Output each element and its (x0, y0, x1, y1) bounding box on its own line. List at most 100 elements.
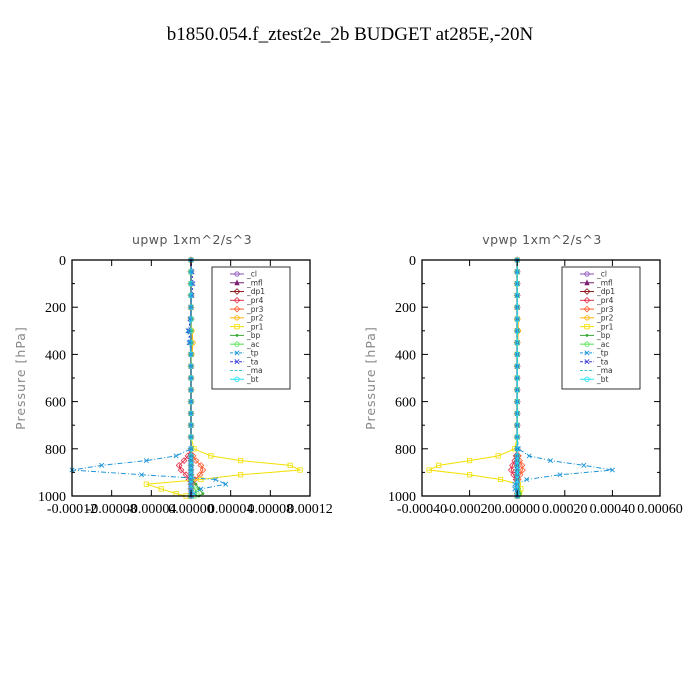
legend-item: _bp (580, 331, 611, 340)
data-point (213, 476, 219, 482)
legend-item: _tp (580, 349, 609, 358)
data-point (158, 486, 164, 492)
legend-item: _dp1 (230, 287, 265, 296)
legend-item: _pr4 (230, 296, 264, 305)
chart-title: vpwp 1xm^2/s^3 (482, 232, 602, 247)
legend-item: _pr1 (230, 322, 264, 331)
plot-marks (69, 256, 303, 500)
legend-label: _cl (596, 270, 607, 279)
data-point (514, 280, 520, 287)
data-point (514, 339, 520, 346)
legend-item: _dp1 (580, 287, 615, 296)
data-point (514, 363, 520, 369)
legend-item: _ma (580, 366, 613, 375)
legend-item: _ta (230, 357, 258, 366)
data-point (188, 434, 194, 440)
legend-marker (234, 279, 240, 286)
series-tp (69, 257, 229, 499)
legend-label: _pr4 (246, 296, 264, 305)
data-point (519, 466, 526, 474)
legend-label: _ta (596, 357, 608, 366)
x-tick-label: -0.00012 (47, 502, 97, 517)
y-tick-label: 200 (45, 301, 66, 316)
data-point (466, 472, 473, 478)
legend-marker (234, 350, 240, 356)
data-point (188, 446, 194, 452)
y-tick-label: 400 (395, 348, 416, 363)
data-point (237, 472, 244, 478)
series-line (71, 260, 228, 497)
data-point (514, 292, 520, 298)
data-point (143, 458, 149, 464)
legend-marker (234, 271, 240, 277)
legend-marker (234, 359, 240, 365)
legend-item: _tp (230, 349, 259, 358)
data-point (436, 462, 442, 468)
data-point (514, 410, 520, 416)
data-point (297, 467, 303, 473)
chart-panel-vpwp: vpwp 1xm^2/s^3 Pressure [hPa] 0 200 400 600… (363, 232, 683, 517)
legend-item: _pr2 (230, 314, 264, 323)
data-point (548, 458, 554, 464)
legend-marker (584, 376, 590, 382)
data-point (143, 481, 149, 487)
legend-marker (584, 279, 590, 286)
legend: _cl_mfl_dp1_pr4_pr3_pr2_pr1_bp_ac_tp_ta_… (561, 266, 641, 390)
y-tick-label: 1000 (38, 490, 66, 505)
legend-box (561, 266, 641, 390)
data-point (188, 398, 194, 405)
legend-item: _bp (230, 331, 261, 340)
data-point (223, 481, 229, 487)
x-tick-label: 0.00000 (494, 502, 540, 517)
legend-label: _ma (596, 366, 613, 375)
data-point (514, 375, 520, 381)
legend: _cl_mfl_dp1_pr4_pr3_pr2_pr1_bp_ac_tp_ta_… (211, 266, 291, 390)
legend-marker (233, 296, 241, 304)
data-point (514, 328, 520, 334)
data-point (198, 486, 204, 492)
legend-marker (584, 341, 590, 347)
legend-label: _ac (596, 340, 609, 349)
legend-label: _pr4 (596, 296, 614, 305)
x-tick-label: -0.00020 (445, 502, 495, 517)
data-point (426, 467, 432, 473)
data-point (514, 351, 520, 357)
data-point (173, 453, 179, 459)
legend-item: _pr1 (580, 322, 614, 331)
data-point (514, 398, 520, 405)
data-point (188, 387, 194, 393)
x-tick-label: -0.00008 (87, 502, 137, 517)
data-point (581, 462, 587, 468)
y-tick-label: 0 (409, 254, 416, 269)
y-tick-label: 600 (395, 396, 416, 411)
legend-marker (584, 324, 590, 330)
legend-marker (583, 305, 591, 313)
x-tick-label: 0.00020 (542, 502, 588, 517)
y-tick-label: 800 (395, 443, 416, 458)
legend-label: _bp (596, 331, 611, 340)
data-point (188, 375, 194, 381)
legend-marker (235, 333, 239, 337)
x-tick-label: 0.00008 (248, 502, 294, 517)
data-point (514, 446, 520, 452)
legend-label: _pr1 (246, 322, 264, 331)
data-point (188, 328, 194, 334)
legend-label: _ac (246, 340, 259, 349)
data-point (188, 422, 194, 428)
data-point (557, 472, 563, 478)
legend-item: _pr4 (580, 296, 614, 305)
legend-marker (585, 333, 589, 337)
legend-label: _dp1 (596, 287, 615, 296)
legend-box (211, 266, 291, 390)
legend-marker (584, 315, 590, 321)
legend-item: _pr3 (580, 305, 614, 314)
legend-item: _ma (230, 366, 263, 375)
y-tick-label: 0 (59, 254, 66, 269)
data-point (188, 339, 194, 346)
x-tick-label: 0.00040 (590, 502, 636, 517)
data-point (497, 476, 504, 483)
data-point (138, 472, 144, 478)
data-point (495, 453, 501, 459)
data-point (466, 457, 473, 464)
